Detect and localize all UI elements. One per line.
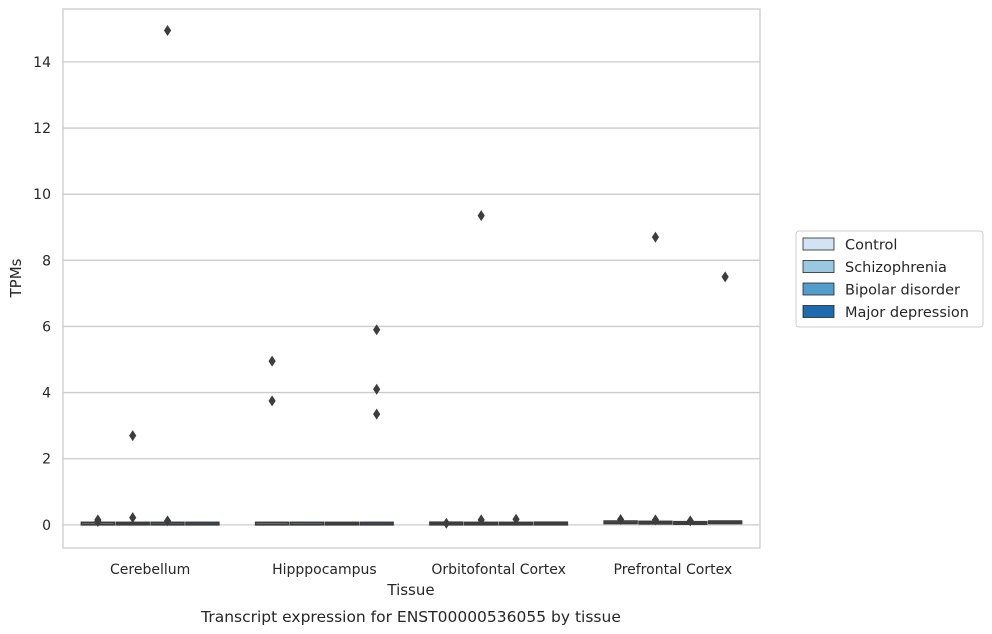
x-axis-title: Tissue — [386, 581, 434, 599]
y-tick-label: 10 — [33, 187, 51, 203]
y-axis-title: TPMs — [7, 258, 25, 298]
outlier-point — [442, 517, 450, 529]
outlier-point — [129, 512, 137, 524]
x-tick-label: Orbitofontal Cortex — [431, 562, 566, 578]
y-tick-label: 2 — [42, 452, 51, 468]
outlier-points — [94, 24, 729, 529]
outlier-point — [617, 514, 625, 526]
grid-lines — [63, 61, 760, 526]
legend-label: Schizophrenia — [845, 260, 947, 276]
outlier-point — [651, 514, 660, 526]
outlier-point — [163, 24, 172, 36]
x-tick-label: Hipppocampus — [272, 562, 377, 578]
outlier-point — [373, 408, 381, 420]
plot-area — [63, 9, 760, 548]
outlier-point — [94, 516, 102, 528]
outlier-point — [373, 324, 381, 336]
legend-swatch — [802, 305, 835, 318]
legend-label: Bipolar disorder — [845, 283, 960, 299]
y-tick-label: 8 — [42, 253, 51, 269]
outlier-point — [651, 231, 660, 243]
legend-frame — [795, 230, 984, 328]
outlier-point — [373, 383, 381, 395]
y-axis-ticks: 0 2 4 6 8 10 12 14 — [33, 55, 51, 534]
x-tick-label: Cerebellum — [110, 562, 190, 578]
legend-swatch — [802, 282, 835, 296]
outlier-point — [721, 271, 729, 283]
legend-swatch — [802, 237, 835, 251]
y-tick-label: 4 — [42, 386, 51, 402]
outlier-point — [163, 515, 172, 527]
legend-label: Control — [845, 238, 897, 254]
x-axis-ticks: Cerebellum Hipppocampus Orbitofontal Corte… — [110, 562, 732, 578]
x-tick-label: Prefrontal Cortex — [614, 562, 733, 578]
chart-caption: Transcript expression for ENST0000053605… — [200, 608, 621, 626]
outlier-point — [477, 210, 485, 222]
legend-label: Major depression — [845, 305, 969, 321]
plot-frame — [62, 8, 761, 549]
y-tick-label: 12 — [33, 121, 51, 137]
legend-swatch — [802, 260, 835, 273]
y-tick-label: 6 — [42, 319, 51, 335]
outlier-point — [512, 513, 520, 525]
legend-items: Control Schizophrenia Bipolar disorder Majo… — [802, 237, 969, 321]
outlier-point — [477, 514, 485, 526]
outlier-point — [129, 430, 137, 442]
y-tick-label: 14 — [33, 55, 51, 71]
outlier-point — [686, 515, 694, 527]
legend: Control Schizophrenia Bipolar disorder Majo… — [795, 230, 984, 328]
outlier-point — [268, 355, 276, 367]
y-tick-label: 0 — [42, 518, 51, 534]
outlier-point — [268, 395, 276, 407]
